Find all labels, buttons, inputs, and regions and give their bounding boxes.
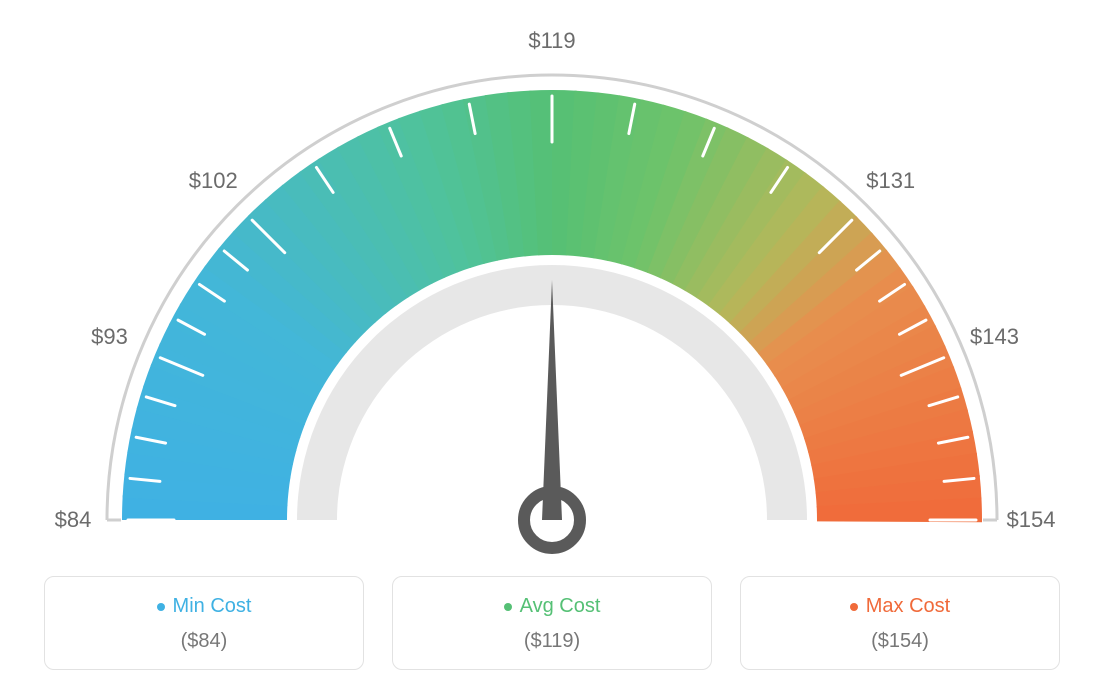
legend-dot-min — [157, 603, 165, 611]
legend-label-avg: Avg Cost — [520, 595, 601, 618]
gauge-tick-label: $93 — [91, 324, 128, 350]
gauge-tick-label: $143 — [970, 324, 1019, 350]
legend-title-avg: Avg Cost — [504, 595, 601, 618]
legend-card-avg: Avg Cost ($119) — [392, 576, 712, 670]
gauge-area: $84 $93 $102 $119 $131 $143 $154 — [0, 0, 1104, 560]
legend-label-min: Min Cost — [173, 595, 252, 618]
legend-row: Min Cost ($84) Avg Cost ($119) Max Cost … — [0, 576, 1104, 670]
legend-card-min: Min Cost ($84) — [44, 576, 364, 670]
gauge-tick-label: $131 — [866, 168, 915, 194]
legend-value-min: ($84) — [55, 630, 353, 653]
legend-title-max: Max Cost — [850, 595, 950, 618]
legend-dot-avg — [504, 603, 512, 611]
gauge-tick-label: $154 — [1007, 507, 1056, 533]
gauge-tick-label: $84 — [55, 507, 92, 533]
gauge-svg — [42, 50, 1062, 570]
legend-card-max: Max Cost ($154) — [740, 576, 1060, 670]
gauge-tick-label: $102 — [189, 168, 238, 194]
legend-title-min: Min Cost — [157, 595, 252, 618]
legend-value-max: ($154) — [751, 630, 1049, 653]
gauge-chart-container: $84 $93 $102 $119 $131 $143 $154 Min Cost ($84… — [0, 0, 1104, 690]
gauge-tick-label: $119 — [528, 28, 575, 54]
gauge-needle — [542, 280, 562, 520]
legend-dot-max — [850, 603, 858, 611]
legend-value-avg: ($119) — [403, 630, 701, 653]
legend-label-max: Max Cost — [866, 595, 950, 618]
